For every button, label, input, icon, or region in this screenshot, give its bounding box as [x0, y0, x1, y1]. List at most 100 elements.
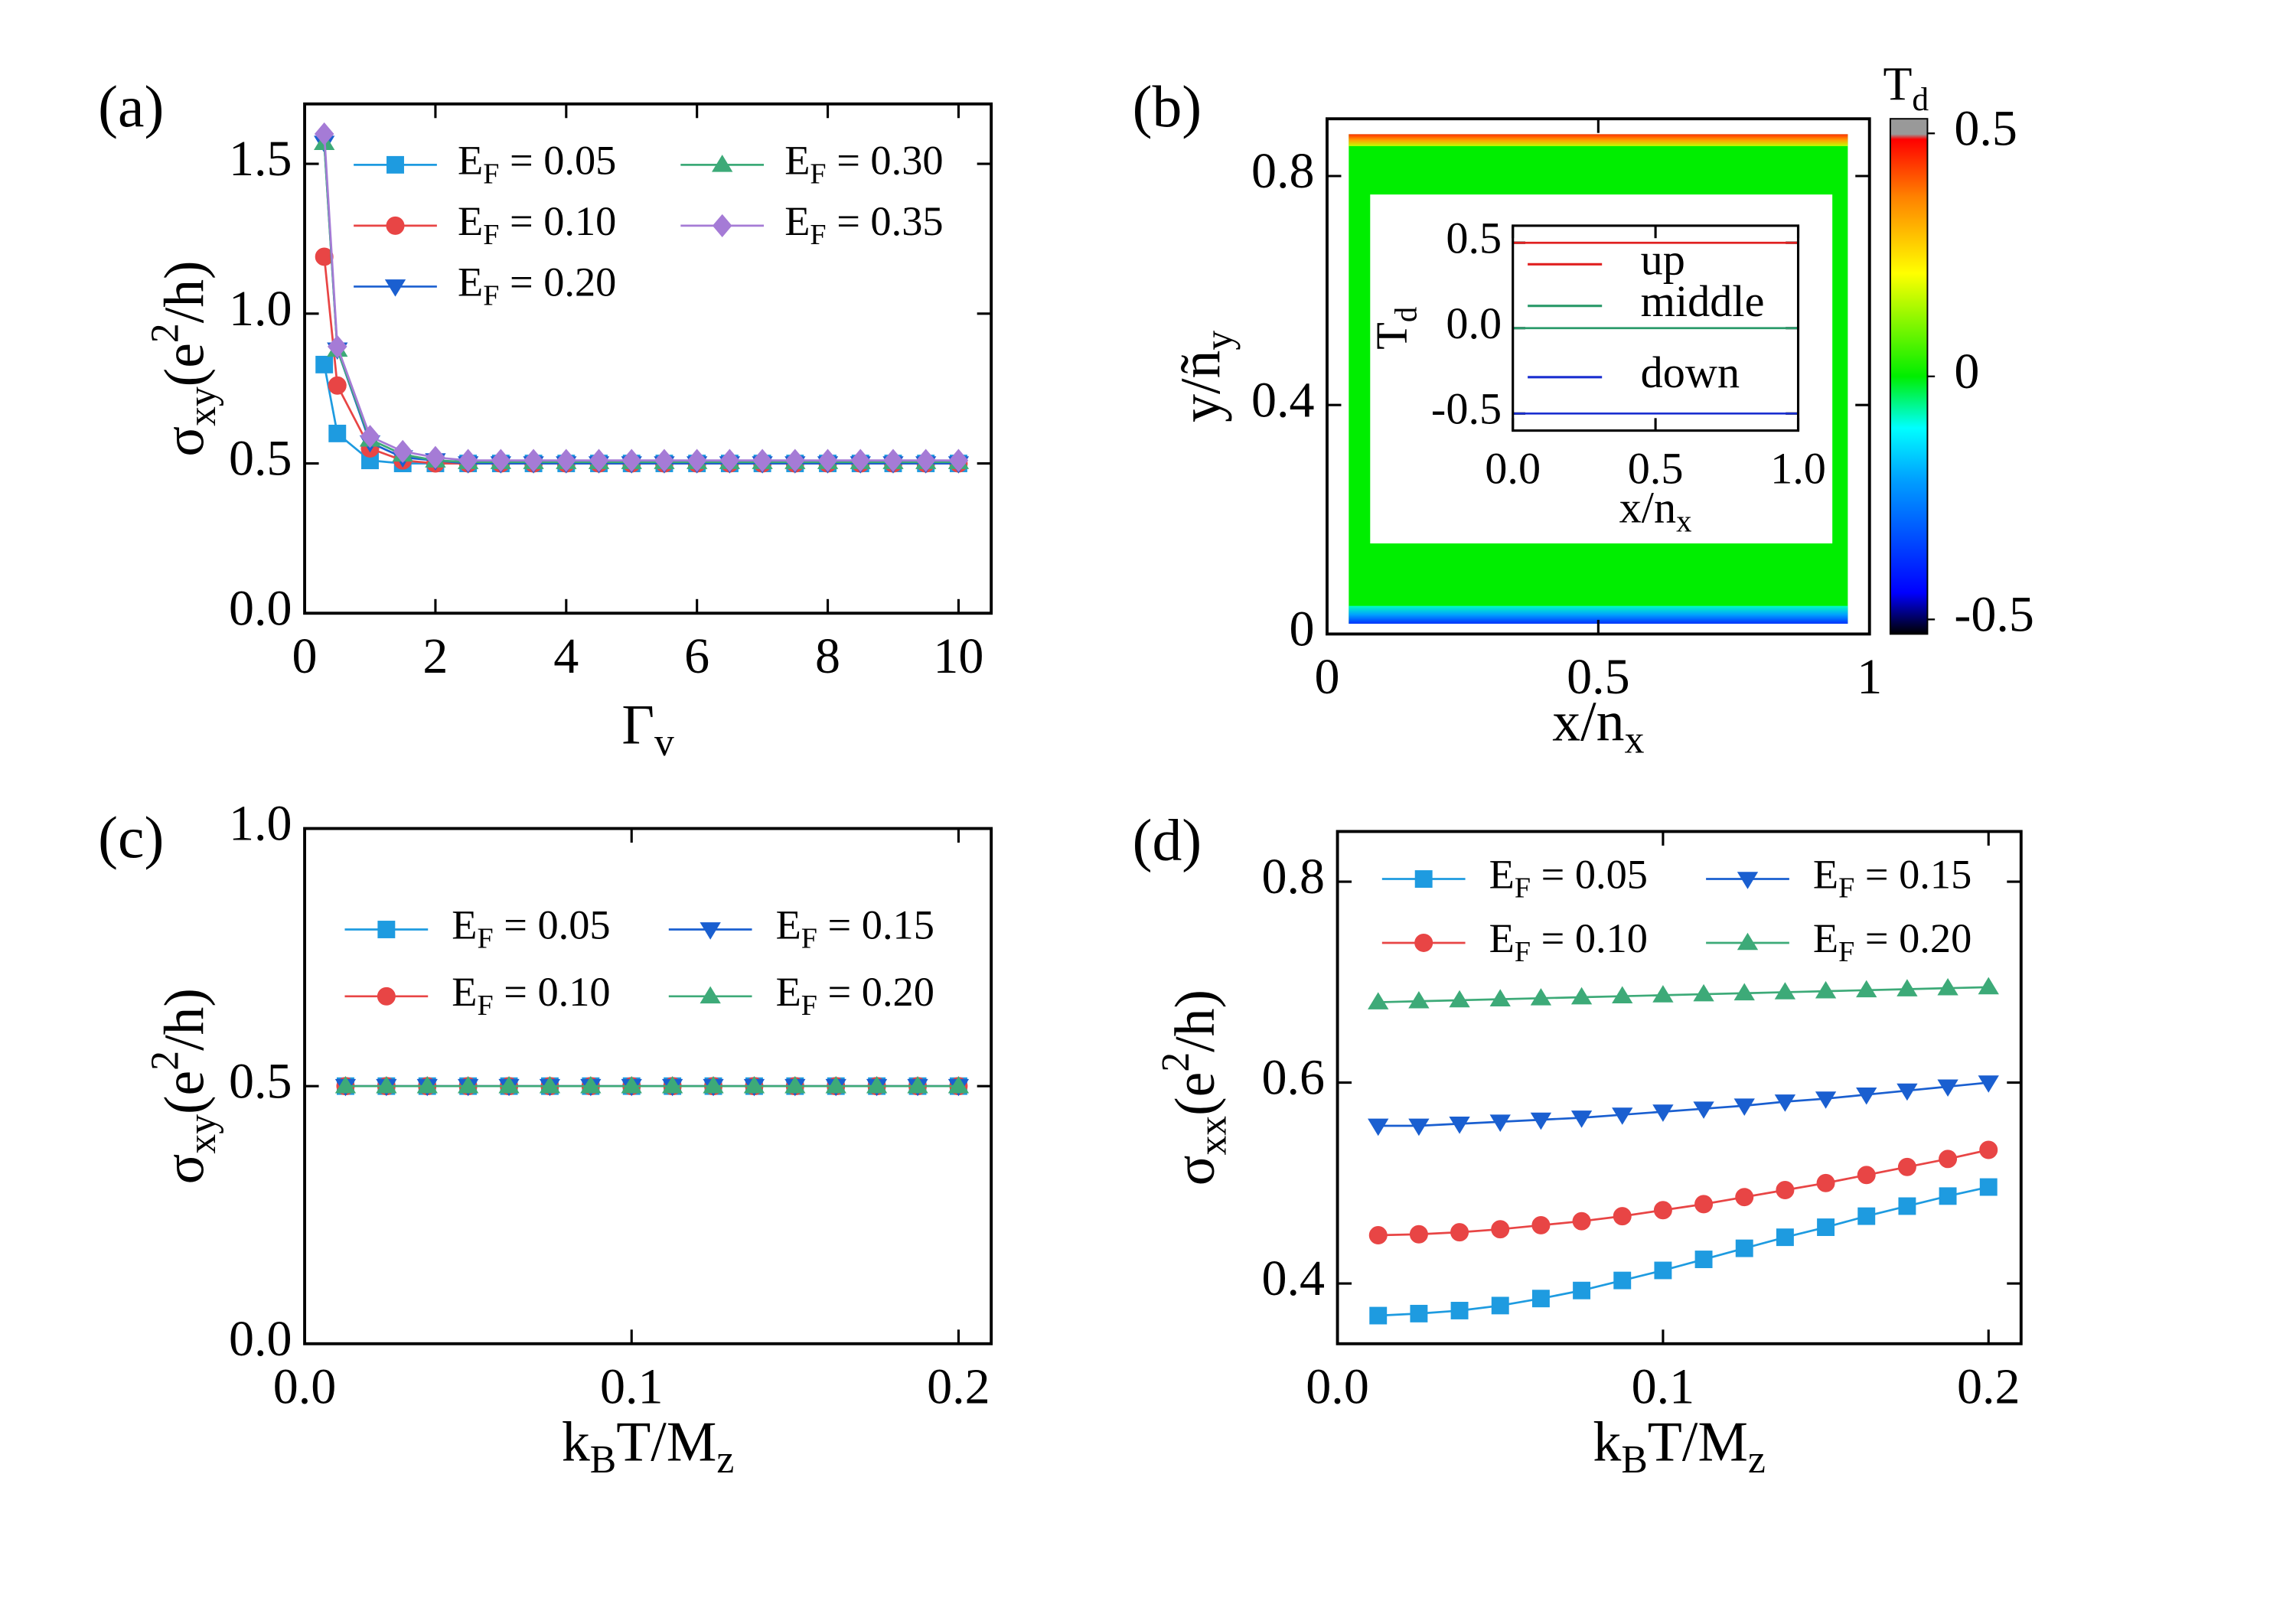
y-tick-label: 0.5	[229, 1053, 292, 1109]
colorbar-tick-label: 0.5	[1954, 100, 2017, 156]
legend-label: middle	[1641, 276, 1765, 326]
marker	[498, 1075, 520, 1094]
marker	[539, 1075, 561, 1094]
legend-label: EF = 0.05	[458, 138, 616, 190]
marker	[589, 448, 609, 472]
plot-frame	[1326, 117, 1871, 636]
marker	[654, 448, 674, 472]
marker	[743, 1075, 765, 1094]
x-tick-label: 0.5	[1567, 649, 1630, 705]
marker	[556, 448, 576, 472]
series-line	[1378, 986, 1989, 1003]
marker	[752, 448, 772, 472]
marker	[1654, 1261, 1672, 1280]
legend-label: up	[1641, 235, 1685, 285]
x-tick-label: 0.5	[1628, 443, 1684, 493]
inset-y-label: Td	[1368, 307, 1424, 350]
y-tick-label: 0.8	[1262, 849, 1326, 905]
y-axis-label: y/ñy	[1169, 331, 1241, 422]
inset-x-label: x/nx	[1619, 483, 1692, 539]
marker	[1449, 1117, 1470, 1134]
series-line	[323, 256, 959, 465]
marker	[817, 448, 838, 472]
marker	[1573, 1281, 1591, 1300]
legend-label: EF = 0.20	[458, 259, 616, 311]
legend-label: EF = 0.20	[1813, 915, 1971, 967]
heatmap-edge	[1349, 134, 1848, 146]
x-tick-label: 0	[292, 628, 318, 684]
marker	[1368, 1118, 1389, 1137]
legend-label: EF = 0.10	[452, 969, 610, 1021]
marker	[1531, 1215, 1551, 1234]
x-tick-label: 10	[933, 628, 983, 684]
marker	[1737, 932, 1759, 951]
marker	[1978, 977, 1999, 995]
marker	[948, 448, 969, 472]
legend-label: EF = 0.15	[1813, 852, 1971, 904]
panel-label: (b)	[1133, 73, 1202, 139]
x-axis-label: x/nx	[1552, 690, 1644, 762]
x-tick-label: 0	[1314, 649, 1339, 705]
marker	[328, 424, 347, 442]
y-tick-label: 0.0	[229, 1311, 292, 1367]
marker	[947, 1075, 970, 1094]
marker	[1735, 1239, 1753, 1257]
panel-label: (d)	[1133, 807, 1202, 873]
legend-label: EF = 0.10	[1489, 915, 1648, 967]
marker	[1856, 980, 1877, 998]
marker	[785, 448, 805, 472]
marker	[1733, 1098, 1755, 1116]
x-axis-label: Γv	[621, 693, 674, 765]
marker	[1733, 983, 1755, 1001]
marker	[883, 448, 903, 472]
legend-label: EF = 0.20	[776, 969, 934, 1021]
y-tick-label: 1.0	[229, 796, 292, 852]
x-tick-label: 2	[422, 628, 448, 684]
marker	[1408, 1118, 1430, 1137]
marker	[1653, 1201, 1672, 1220]
marker	[1414, 933, 1433, 952]
marker	[661, 1075, 683, 1094]
marker	[1694, 1195, 1714, 1214]
marker	[1449, 990, 1470, 1008]
y-axis-label: σxy(e2/h)	[143, 260, 224, 456]
marker	[1857, 1166, 1876, 1185]
marker	[784, 1075, 806, 1094]
marker	[1898, 1197, 1916, 1215]
y-tick-label: 0	[1289, 602, 1314, 657]
marker	[376, 1075, 397, 1094]
marker	[1856, 1087, 1877, 1105]
marker	[386, 216, 405, 235]
marker	[334, 1075, 357, 1094]
marker	[1774, 982, 1796, 1000]
marker	[1652, 985, 1674, 1003]
x-tick-label: 1	[1857, 649, 1882, 705]
marker	[1939, 1150, 1958, 1169]
series-line	[1378, 1185, 1989, 1317]
marker	[1979, 1178, 1998, 1196]
y-axis-label: σxx(e2/h)	[1154, 990, 1235, 1185]
marker	[580, 1075, 602, 1094]
x-tick-label: 0.0	[1306, 1359, 1369, 1415]
marker	[1531, 1290, 1550, 1308]
marker	[1937, 1079, 1958, 1097]
marker	[1652, 1104, 1674, 1122]
plot-frame	[303, 102, 993, 615]
plot-frame	[303, 827, 993, 1345]
x-tick-label: 0.2	[1957, 1359, 2020, 1415]
colorbar-label: Td	[1883, 59, 1929, 118]
y-tick-label: -0.5	[1431, 384, 1502, 434]
marker	[1530, 988, 1552, 1006]
legend-label: EF = 0.35	[784, 198, 943, 250]
marker	[712, 155, 733, 172]
marker	[1816, 1173, 1835, 1192]
marker	[1776, 1181, 1795, 1199]
marker	[621, 448, 642, 472]
y-tick-label: 1.5	[229, 131, 292, 187]
marker	[1613, 1271, 1632, 1290]
y-axis-label: σxy(e2/h)	[143, 988, 224, 1184]
marker	[1572, 1212, 1591, 1231]
series-line	[323, 142, 959, 465]
marker	[386, 155, 404, 174]
marker	[1612, 1107, 1633, 1125]
